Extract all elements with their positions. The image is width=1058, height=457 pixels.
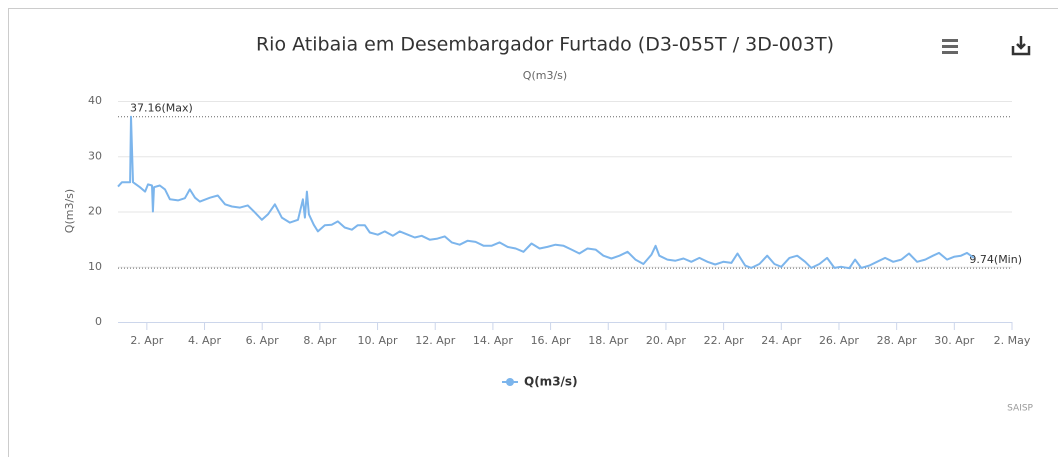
x-tick-label: 2. Apr (130, 334, 163, 347)
x-tick-label: 30. Apr (934, 334, 974, 347)
x-tick-label: 4. Apr (188, 334, 221, 347)
legend-symbol-marker (506, 378, 514, 386)
credits: SAISP (1007, 404, 1033, 414)
x-tick-label: 28. Apr (877, 334, 917, 347)
annotation-label: 9.74(Min) (969, 253, 1022, 266)
menu-bar (942, 45, 958, 48)
download-icon[interactable] (1011, 36, 1031, 56)
x-tick-label: 2. May (994, 334, 1031, 347)
x-tick-label: 16. Apr (531, 334, 571, 347)
legend-label: Q(m3/s) (524, 375, 578, 389)
y-tick-label: 40 (88, 94, 102, 107)
x-tick-label: 20. Apr (646, 334, 686, 347)
series-line (117, 115, 975, 270)
y-tick-label: 20 (88, 205, 102, 218)
menu-bar (942, 39, 958, 42)
annotation-label: 37.16(Max) (130, 102, 193, 115)
x-tick-label: 26. Apr (819, 334, 859, 347)
y-tick-label: 30 (88, 149, 102, 162)
chart-title: Rio Atibaia em Desembargador Furtado (D3… (256, 34, 834, 56)
download-glyph (1011, 36, 1031, 56)
x-tick-label: 10. Apr (358, 334, 398, 347)
x-tick-label: 22. Apr (704, 334, 744, 347)
y-tick-label: 10 (88, 260, 102, 273)
menu-bar (942, 51, 958, 54)
x-tick-label: 8. Apr (303, 334, 336, 347)
menu-icon[interactable] (942, 39, 958, 54)
y-tick-label: 0 (95, 315, 102, 328)
x-tick-label: 24. Apr (761, 334, 801, 347)
x-tick-label: 12. Apr (415, 334, 455, 347)
x-tick-label: 6. Apr (246, 334, 279, 347)
chart-subtitle: Q(m3/s) (523, 69, 567, 82)
y-axis-label: Q(m3/s) (63, 189, 76, 233)
x-tick-label: 14. Apr (473, 334, 513, 347)
x-tick-label: 18. Apr (588, 334, 628, 347)
